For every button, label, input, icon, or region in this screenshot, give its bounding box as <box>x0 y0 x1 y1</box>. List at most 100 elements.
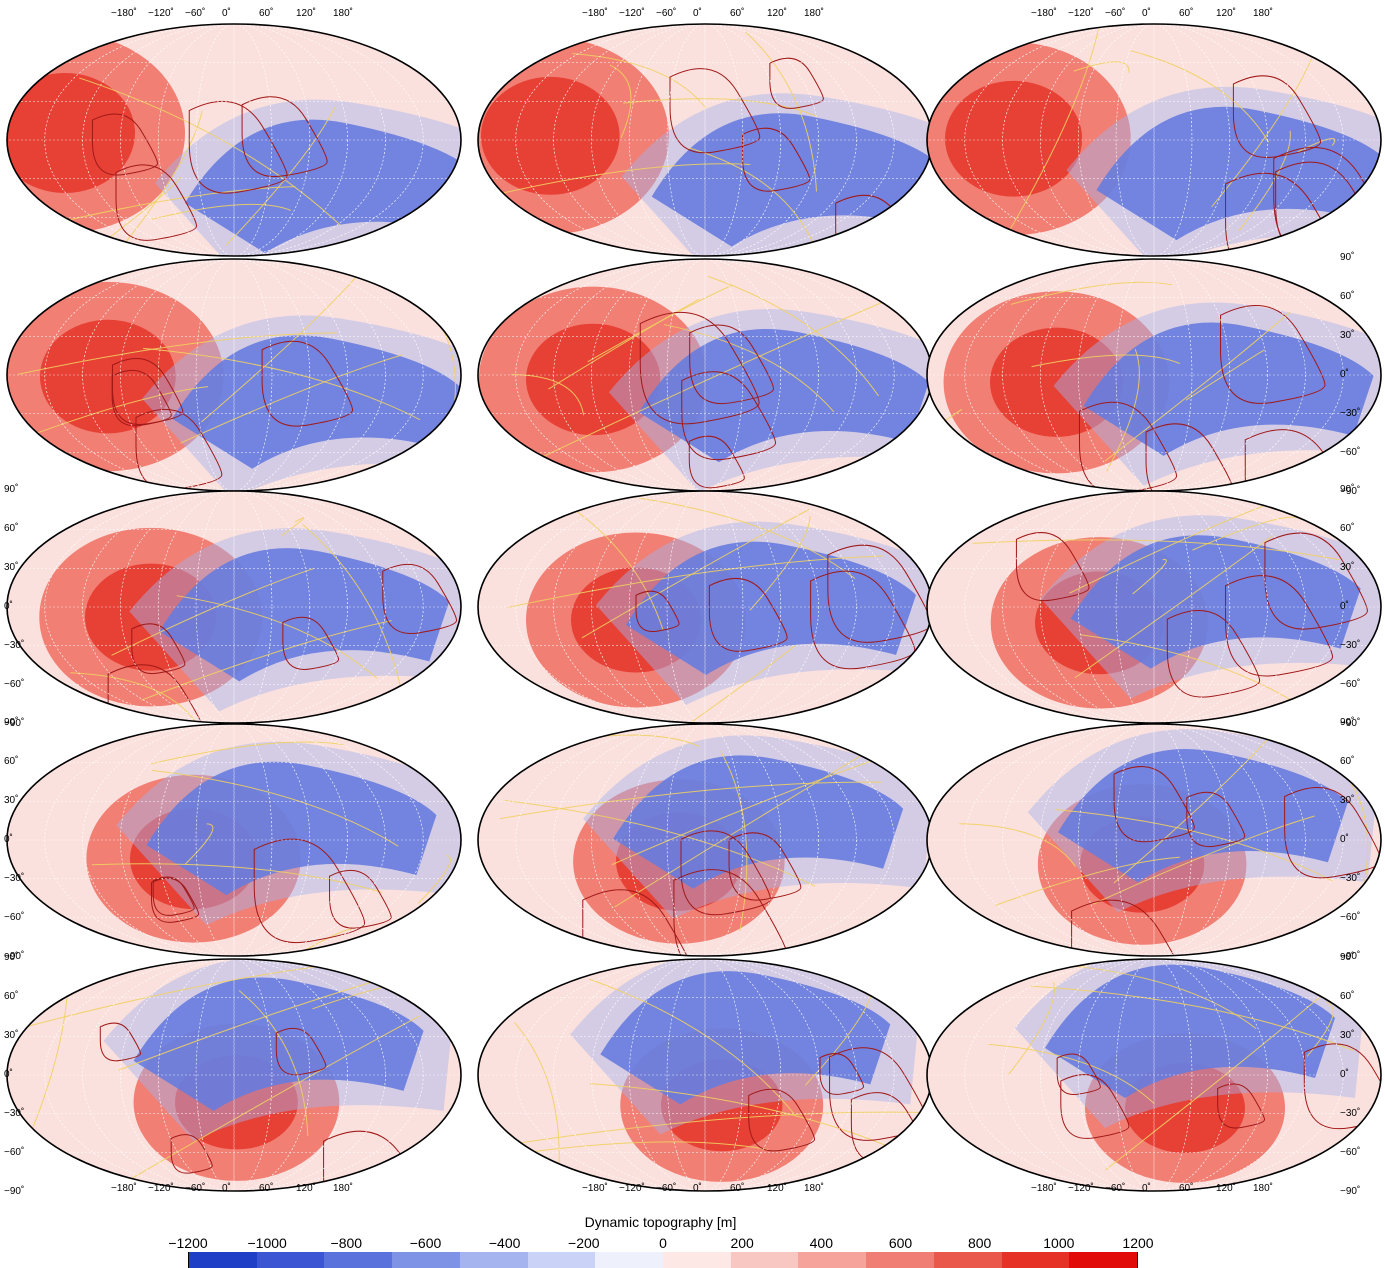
longitude-tick-label: −180˚ <box>1031 8 1057 19</box>
longitude-tick-label: 0˚ <box>222 8 231 19</box>
negative-topography-region <box>133 977 424 1111</box>
map-frame <box>6 23 462 257</box>
latitude-tick-label: 0˚ <box>1340 601 1349 612</box>
latitude-tick-label: 30˚ <box>1340 795 1355 806</box>
longitude-tick-label: 120˚ <box>1216 8 1237 19</box>
robinson-map <box>477 258 933 492</box>
map-panel <box>5 958 463 1192</box>
latitude-tick-label: 30˚ <box>4 562 19 573</box>
robinson-map <box>6 723 462 957</box>
latitude-tick-label: −60˚ <box>4 1147 25 1158</box>
colorbar-bin <box>798 1252 867 1268</box>
colorbar-tick-label: −400 <box>488 1235 521 1251</box>
longitude-tick-label: 60˚ <box>259 1183 274 1194</box>
latitude-tick-label: −60˚ <box>4 912 25 923</box>
colorbar-bin <box>730 1252 799 1268</box>
negative-topography-region <box>638 328 929 463</box>
longitude-tick-label: −180˚ <box>1031 1183 1057 1194</box>
colorbar-tick-label: −1000 <box>247 1235 287 1251</box>
colorbar-tick-label: 800 <box>967 1235 992 1251</box>
negative-topography-region <box>626 541 916 675</box>
map-panel <box>5 490 463 724</box>
longitude-tick-label: 120˚ <box>767 8 788 19</box>
negative-topography-region <box>1083 322 1374 456</box>
colorbar-bin <box>663 1252 731 1268</box>
longitude-tick-label: −120˚ <box>148 8 174 19</box>
map-panel <box>476 258 934 492</box>
map-panel <box>476 723 934 957</box>
map-panel <box>925 490 1383 724</box>
longitude-tick-label: −180˚ <box>111 1183 137 1194</box>
longitude-tick-label: −120˚ <box>148 1183 174 1194</box>
map-frame <box>926 958 1382 1192</box>
robinson-map <box>6 490 462 724</box>
longitude-tick-label: −120˚ <box>1068 1183 1094 1194</box>
longitude-tick-label: 60˚ <box>259 8 274 19</box>
longitude-tick-label: 60˚ <box>1179 8 1194 19</box>
latitude-tick-label: −60˚ <box>1340 679 1361 690</box>
colorbar-bin <box>256 1252 325 1268</box>
latitude-tick-label: 0˚ <box>4 601 13 612</box>
map-panel <box>925 258 1383 492</box>
negative-topography-region <box>1057 748 1348 883</box>
map-panel <box>925 23 1383 257</box>
latitude-tick-label: −30˚ <box>1340 640 1361 651</box>
colorbar-tick-label: 200 <box>730 1235 754 1251</box>
longitude-tick-label: 0˚ <box>1142 1183 1151 1194</box>
latitude-tick-label: −60˚ <box>4 679 25 690</box>
colorbar-tick-label: 1200 <box>1122 1235 1154 1251</box>
colorbar-tick-label: 600 <box>888 1235 913 1251</box>
longitude-tick-label: 60˚ <box>1179 1183 1194 1194</box>
negative-topography-region <box>1070 535 1361 669</box>
colorbar-title: Dynamic topography [m] <box>584 1214 737 1230</box>
longitude-tick-label: 120˚ <box>296 1183 317 1194</box>
latitude-tick-label: 60˚ <box>1340 523 1355 534</box>
map-panel <box>5 723 463 957</box>
colorbar-tick-label: −800 <box>330 1235 363 1251</box>
latitude-tick-label: 30˚ <box>4 795 19 806</box>
longitude-tick-label: 0˚ <box>693 1183 702 1194</box>
latitude-tick-label: 90˚ <box>4 717 19 728</box>
robinson-map <box>6 958 462 1192</box>
latitude-tick-label: −30˚ <box>1340 408 1361 419</box>
longitude-tick-label: 120˚ <box>767 1183 788 1194</box>
longitude-tick-label: −60˚ <box>656 8 677 19</box>
colorbar-tick-label: −1200 <box>168 1235 208 1251</box>
longitude-tick-label: 60˚ <box>730 1183 745 1194</box>
latitude-tick-label: −90˚ <box>4 951 25 962</box>
latitude-tick-label: 60˚ <box>4 991 19 1002</box>
longitude-tick-label: 0˚ <box>693 8 702 19</box>
robinson-map <box>926 258 1382 492</box>
latitude-tick-label: 0˚ <box>1340 1069 1349 1080</box>
latitude-tick-label: 30˚ <box>1340 330 1355 341</box>
latitude-tick-label: 90˚ <box>4 952 19 963</box>
colorbar-ticks: −1200 −1000 −800 −600 −400 −200 0 200 400 600 800 1… <box>168 1235 1153 1251</box>
longitude-tick-label: −60˚ <box>1105 1183 1126 1194</box>
longitude-tick-label: −60˚ <box>656 1183 677 1194</box>
colorbar <box>188 1252 1138 1268</box>
longitude-tick-label: 180˚ <box>1253 8 1274 19</box>
robinson-map <box>477 958 933 1192</box>
latitude-tick-label: −60˚ <box>1340 1147 1361 1158</box>
latitude-tick-label: 60˚ <box>1340 756 1355 767</box>
robinson-map <box>477 490 933 724</box>
colorbar-tick-label: −600 <box>409 1235 442 1251</box>
colorbar-bin <box>1001 1252 1070 1268</box>
latitude-tick-label: −30˚ <box>1340 1108 1361 1119</box>
latitude-tick-label: −90˚ <box>1340 1186 1361 1197</box>
longitude-tick-label: −120˚ <box>619 1183 645 1194</box>
colorbar-bin <box>392 1252 460 1268</box>
latitude-tick-label: 90˚ <box>1340 952 1355 963</box>
map-frame <box>926 490 1382 724</box>
longitude-tick-label: −120˚ <box>1068 8 1094 19</box>
longitude-tick-label: −180˚ <box>582 1183 608 1194</box>
map-frame <box>6 490 462 724</box>
map-panel <box>925 723 1383 957</box>
latitude-tick-label: −90˚ <box>4 718 25 729</box>
colorbar-tick-label: 0 <box>659 1235 667 1251</box>
colorbar-bin <box>527 1252 596 1268</box>
latitude-tick-label: 90˚ <box>1340 717 1355 728</box>
robinson-map <box>477 23 933 257</box>
longitude-tick-label: 180˚ <box>333 8 354 19</box>
robinson-map <box>6 258 462 492</box>
